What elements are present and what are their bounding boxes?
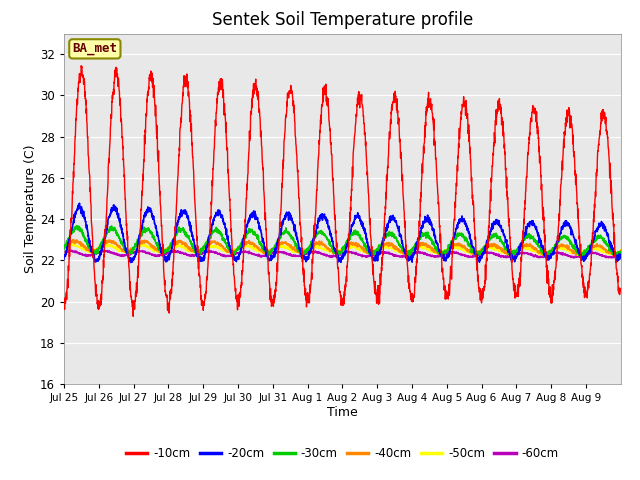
Y-axis label: Soil Temperature (C): Soil Temperature (C) — [24, 144, 37, 273]
X-axis label: Time: Time — [327, 406, 358, 419]
Text: BA_met: BA_met — [72, 42, 117, 55]
Legend: -10cm, -20cm, -30cm, -40cm, -50cm, -60cm: -10cm, -20cm, -30cm, -40cm, -50cm, -60cm — [122, 443, 563, 465]
Title: Sentek Soil Temperature profile: Sentek Soil Temperature profile — [212, 11, 473, 29]
